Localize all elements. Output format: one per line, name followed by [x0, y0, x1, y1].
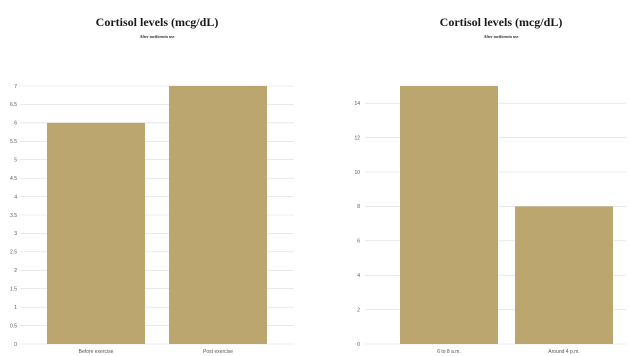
y-tick-label: 4 [357, 273, 360, 279]
bar-layer [400, 86, 613, 344]
y-tick-label: 5.5 [10, 139, 17, 145]
y-axis-ticks: 0 0.5 1 1.5 2 2.5 3 3.5 4 4.5 5 5.5 6 6.5 7 [10, 84, 17, 348]
chart-subtitle: After metformin use [140, 34, 175, 39]
y-tick-label: 2.5 [10, 250, 17, 256]
y-tick-label: 2 [14, 268, 17, 274]
y-tick-label: 4 [14, 194, 17, 200]
x-category-label: Before exercise [79, 349, 114, 355]
bar [515, 206, 613, 344]
chart-left-svg: Cortisol levels (mcg/dL) After metformin… [10, 15, 294, 355]
y-tick-label: 8 [357, 204, 360, 210]
y-tick-label: 3 [14, 231, 17, 237]
y-tick-label: 12 [354, 135, 360, 141]
x-axis-labels: 6 to 8 a.m. Around 4 p.m. [437, 349, 580, 355]
bar-layer [47, 86, 267, 344]
x-category-label: 6 to 8 a.m. [437, 349, 461, 355]
x-axis-labels: Before exercise Post exercise [79, 349, 234, 355]
chart-title: Cortisol levels (mcg/dL) [440, 15, 563, 29]
y-tick-label: 2 [357, 307, 360, 313]
y-tick-label: 0.5 [10, 323, 17, 329]
y-tick-label: 0 [357, 342, 360, 348]
y-tick-label: 5 [14, 158, 17, 164]
x-category-label: Post exercise [203, 349, 233, 355]
x-category-label: Around 4 p.m. [548, 349, 579, 355]
chart-right: Cortisol levels (mcg/dL) After metformin… [315, 0, 630, 356]
chart-right-svg: Cortisol levels (mcg/dL) After metformin… [354, 15, 626, 355]
chart-subtitle: After metformin use [484, 34, 519, 39]
y-tick-label: 3.5 [10, 213, 17, 219]
y-tick-label: 0 [14, 342, 17, 348]
y-axis-ticks: 0 2 4 6 8 10 12 14 [354, 101, 360, 348]
y-tick-label: 10 [354, 170, 360, 176]
y-tick-label: 6 [357, 239, 360, 245]
y-tick-label: 7 [14, 84, 17, 90]
bar [400, 86, 498, 344]
y-tick-label: 6.5 [10, 102, 17, 108]
y-tick-label: 6 [14, 121, 17, 127]
bar [169, 86, 267, 344]
bar [47, 122, 145, 344]
chart-left: Cortisol levels (mcg/dL) After metformin… [10, 15, 294, 355]
y-tick-label: 14 [354, 101, 360, 107]
chart-title: Cortisol levels (mcg/dL) [96, 15, 219, 29]
y-tick-label: 4.5 [10, 176, 17, 182]
y-tick-label: 1.5 [10, 287, 17, 293]
y-tick-label: 1 [14, 305, 17, 311]
